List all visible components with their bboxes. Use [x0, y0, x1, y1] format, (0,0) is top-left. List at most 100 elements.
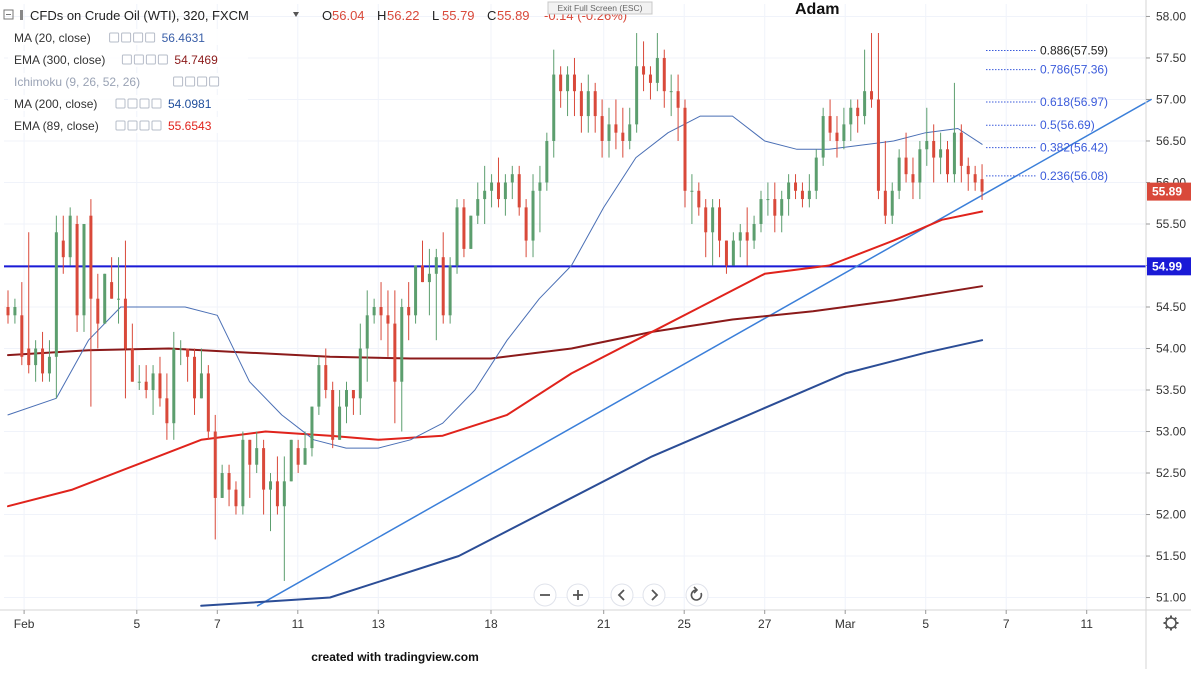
legend-action-icon[interactable] [121, 32, 132, 43]
candle [282, 456, 286, 581]
y-tick-label: 52.00 [1156, 508, 1186, 522]
candle [752, 215, 756, 249]
candle [151, 365, 155, 415]
legend-row[interactable]: MA (20, close) 56.4631 [8, 29, 248, 45]
chart-header: CFDs on Crude Oil (WTI), 320, FXCM O 56.04… [3, 1, 839, 23]
zoom-out-button[interactable] [533, 583, 557, 607]
candle [738, 223, 742, 258]
y-tick-label: 57.50 [1156, 51, 1186, 65]
legend-action-icon[interactable] [127, 98, 138, 109]
gear-icon[interactable] [1163, 615, 1179, 631]
candle [469, 215, 473, 249]
ema300-line [7, 285, 984, 360]
exit-fullscreen-button[interactable]: Exit Full Screen (ESC) [547, 1, 653, 15]
candle [559, 66, 563, 108]
scroll-left-button[interactable] [610, 583, 634, 607]
candle [68, 207, 72, 266]
legend-action-icon[interactable] [145, 32, 156, 43]
candle [642, 41, 646, 92]
candle [904, 132, 908, 183]
reset-button[interactable] [685, 583, 709, 607]
candle [213, 414, 217, 540]
svg-text:O: O [322, 8, 332, 23]
chevron-down-icon[interactable] [293, 12, 299, 17]
legend-action-icon[interactable] [139, 98, 150, 109]
legend-label: EMA (89, close) [14, 119, 99, 133]
legend-value: 54.0981 [168, 97, 212, 111]
legend-action-icon[interactable] [109, 32, 120, 43]
legend-action-icon[interactable] [173, 76, 184, 87]
legend-action-icon[interactable] [151, 120, 162, 131]
y-tick-label: 53.50 [1156, 383, 1186, 397]
ohlc-C: C 55.89 [487, 8, 530, 23]
legend-action-icon[interactable] [209, 76, 220, 87]
legend-row[interactable]: Ichimoku (9, 26, 52, 26) [8, 73, 248, 89]
x-tick-label: 21 [597, 617, 611, 631]
legend-action-icon[interactable] [121, 54, 132, 65]
legend-row[interactable]: MA (200, close) 54.0981 [8, 95, 248, 111]
legend-row[interactable]: EMA (300, close) 54.7469 [8, 51, 248, 67]
candle [973, 165, 977, 191]
candle [614, 99, 618, 150]
legend-action-icon[interactable] [139, 120, 150, 131]
candle [669, 74, 673, 117]
candle [676, 74, 680, 141]
candle [911, 157, 915, 200]
candle [206, 365, 210, 440]
candle [27, 232, 31, 374]
candle [179, 340, 183, 366]
legend-label: MA (200, close) [14, 97, 97, 111]
drag-handle-icon[interactable] [20, 10, 23, 20]
candle [711, 199, 715, 266]
level-price-label: 54.99 [1147, 257, 1191, 276]
candle [490, 174, 494, 208]
svg-text:L: L [432, 8, 439, 23]
candle [800, 182, 804, 208]
symbol-title: CFDs on Crude Oil (WTI), 320, FXCM [30, 8, 249, 23]
legend-action-icon[interactable] [133, 54, 144, 65]
y-tick-label: 58.00 [1156, 9, 1186, 23]
legend-action-icon[interactable] [197, 76, 208, 87]
legend-action-icon[interactable] [157, 54, 168, 65]
candle [980, 164, 984, 200]
legend-action-icon[interactable] [115, 98, 126, 109]
candle [358, 323, 362, 415]
candle [34, 340, 38, 382]
zoom-in-button[interactable] [566, 583, 590, 607]
legend-action-icon[interactable] [185, 76, 196, 87]
candle [20, 282, 24, 366]
legend-action-icon[interactable] [127, 120, 138, 131]
candle [745, 207, 749, 266]
legend-action-icon[interactable] [115, 120, 126, 131]
candle [289, 439, 293, 482]
candle [61, 215, 65, 274]
legend-label: MA (20, close) [14, 31, 91, 45]
collapse-icon[interactable] [3, 9, 14, 20]
trendline [256, 98, 1152, 607]
candle [241, 431, 245, 515]
candle [724, 240, 728, 274]
x-tick-label: 27 [758, 617, 772, 631]
candle [110, 257, 114, 299]
candle [870, 33, 874, 108]
fib-label: 0.786(57.36) [1040, 63, 1108, 77]
candle [227, 464, 231, 507]
candle [503, 174, 507, 216]
candle [959, 124, 963, 183]
legend-action-icon[interactable] [151, 98, 162, 109]
candle [897, 149, 901, 200]
candle [462, 199, 466, 258]
y-tick-label: 53.00 [1156, 425, 1186, 439]
candle [193, 348, 197, 415]
candle [393, 290, 397, 424]
legend-action-icon[interactable] [133, 32, 144, 43]
legend-action-icon[interactable] [145, 54, 156, 65]
footer: created with tradingview.com [311, 650, 479, 664]
candle [386, 290, 390, 357]
candle [939, 132, 943, 175]
candle [759, 190, 763, 233]
legend-row[interactable]: EMA (89, close) 55.6543 [8, 117, 248, 133]
scroll-right-button[interactable] [642, 583, 666, 607]
